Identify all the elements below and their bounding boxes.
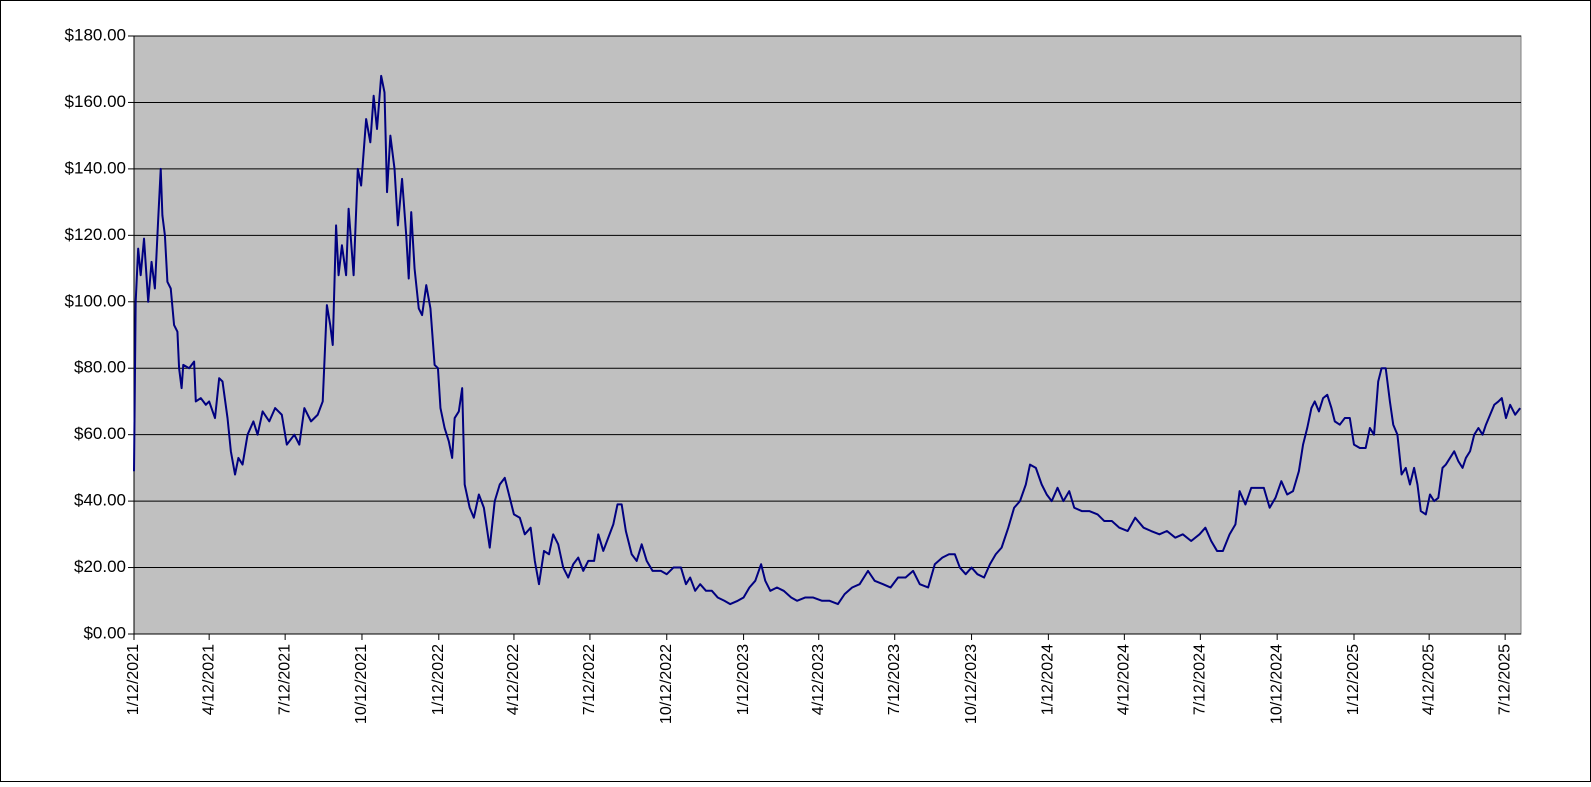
y-tick-label: $20.00 bbox=[74, 557, 126, 576]
x-tick-label: 1/12/2023 bbox=[735, 644, 752, 715]
x-tick-label: 10/12/2023 bbox=[963, 644, 980, 724]
x-tick-label: 7/12/2023 bbox=[886, 644, 903, 715]
y-tick-label: $120.00 bbox=[65, 225, 126, 244]
y-tick-label: $180.00 bbox=[65, 25, 126, 44]
plot-area bbox=[133, 35, 1522, 635]
y-tick-label: $60.00 bbox=[74, 424, 126, 443]
x-tick-label: 1/12/2021 bbox=[125, 644, 142, 715]
x-tick-label: 1/12/2022 bbox=[430, 644, 447, 715]
y-tick-label: $100.00 bbox=[65, 291, 126, 310]
x-tick-label: 7/12/2024 bbox=[1192, 644, 1209, 715]
x-tick-label: 1/12/2025 bbox=[1345, 644, 1362, 715]
y-tick-label: $80.00 bbox=[74, 358, 126, 377]
y-tick-label: $40.00 bbox=[74, 491, 126, 510]
x-tick-label: 7/12/2021 bbox=[276, 644, 293, 715]
axes: $0.00 $20.00 $40.00 $60.00 $80.00 $100.00 $120… bbox=[65, 25, 1521, 724]
x-tick-label: 10/12/2022 bbox=[658, 644, 675, 724]
x-tick-label: 7/12/2025 bbox=[1496, 644, 1513, 715]
x-tick-label: 4/12/2021 bbox=[200, 644, 217, 715]
x-tick-label: 7/12/2022 bbox=[581, 644, 598, 715]
price-line bbox=[133, 74, 1521, 606]
x-tick-label: 4/12/2025 bbox=[1420, 644, 1437, 715]
y-tick-label: $0.00 bbox=[83, 623, 126, 642]
x-tick-label: 4/12/2023 bbox=[810, 644, 827, 715]
y-tick-label: $140.00 bbox=[65, 158, 126, 177]
x-tick-label: 4/12/2024 bbox=[1116, 644, 1133, 715]
x-tick-label: 1/12/2024 bbox=[1040, 644, 1057, 715]
x-tick-label: 4/12/2022 bbox=[505, 644, 522, 715]
x-tick-label: 10/12/2024 bbox=[1268, 644, 1285, 724]
y-tick-label: $160.00 bbox=[65, 92, 126, 111]
marks bbox=[133, 74, 1521, 606]
x-tick-label: 10/12/2021 bbox=[353, 644, 370, 724]
